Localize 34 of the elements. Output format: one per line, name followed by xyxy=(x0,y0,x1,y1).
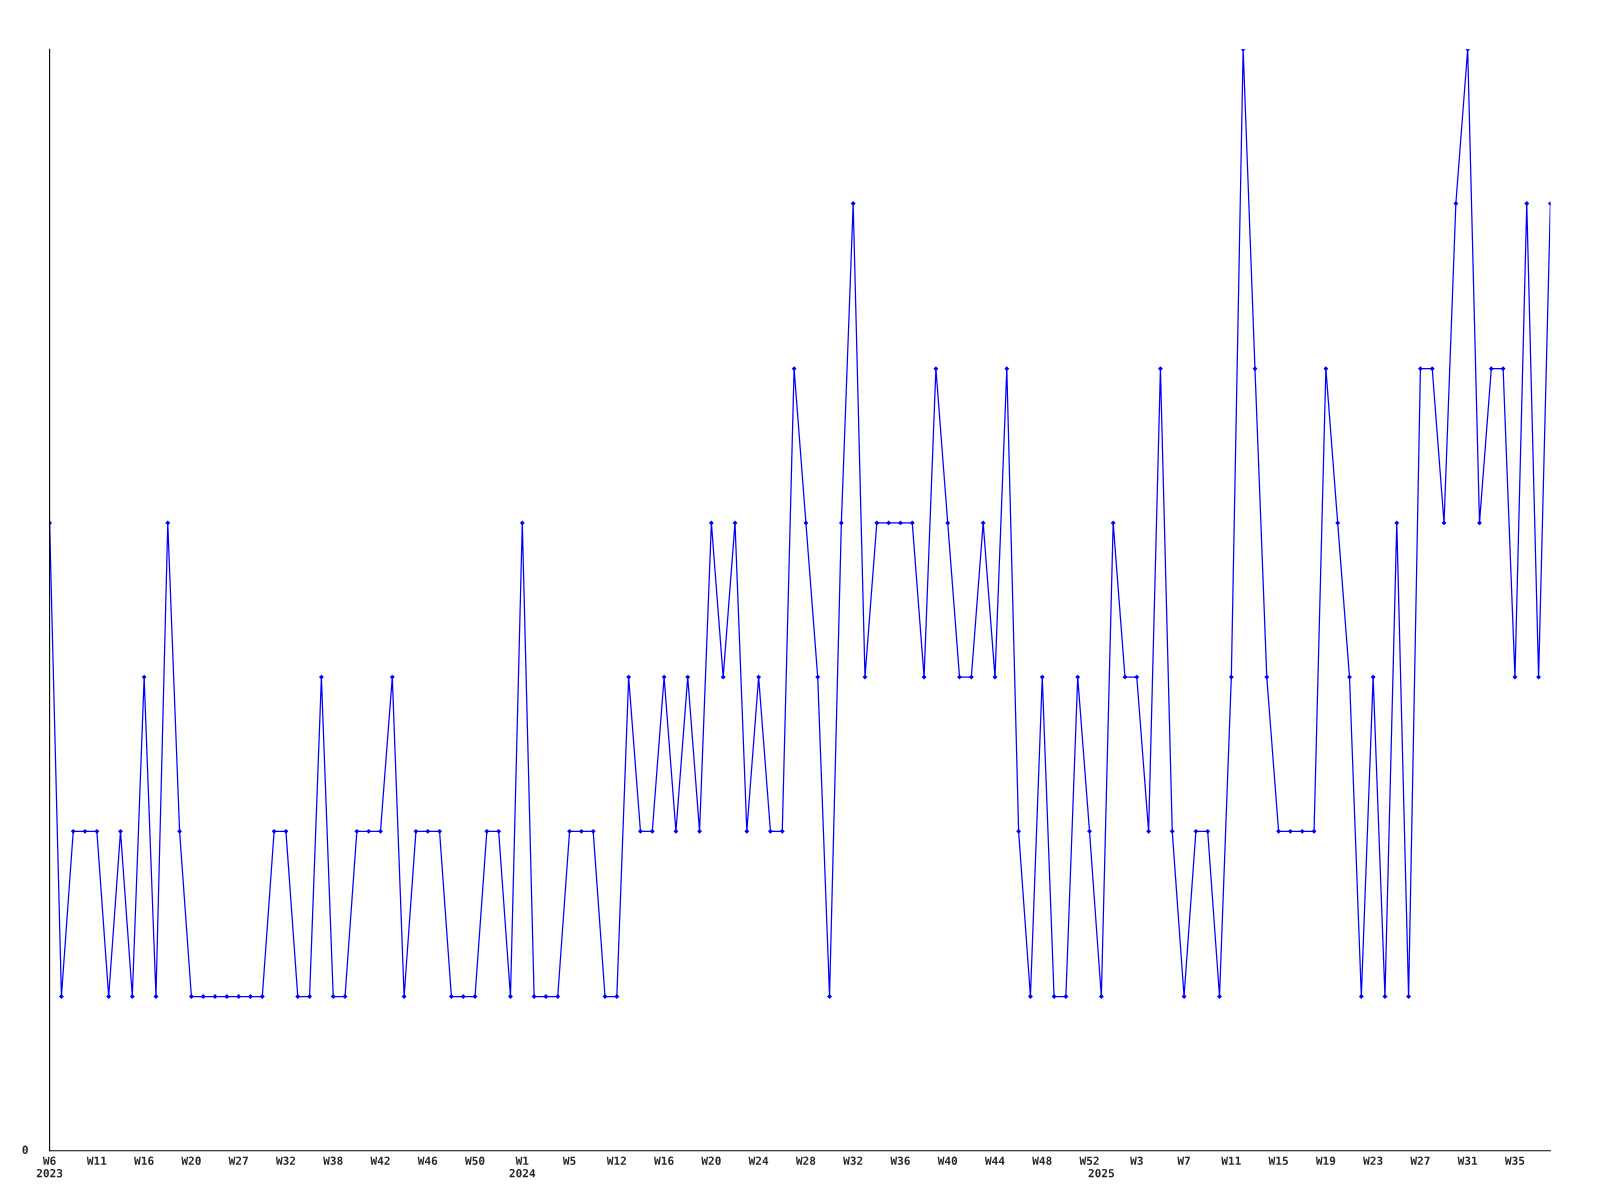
x-tick-label: W11 xyxy=(86,1156,107,1165)
x-tick-label: W31 xyxy=(1457,1156,1478,1165)
x-tick-label: W20 xyxy=(701,1156,721,1165)
x-tick-label: W35 xyxy=(1504,1156,1525,1165)
x-tick-label: W19 xyxy=(1315,1156,1336,1166)
x-tick-label: W27 xyxy=(228,1156,248,1165)
x-tick-label: W15 xyxy=(1268,1156,1288,1165)
x-tick-label: W32 xyxy=(843,1156,863,1165)
x-tick-label: W48 xyxy=(1032,1156,1052,1165)
x-tick-label: W52 xyxy=(1079,1156,1099,1165)
x-tick-label: W27 xyxy=(1410,1156,1430,1165)
x-tick-label: W16 xyxy=(134,1156,154,1165)
x-tick-label: W36 xyxy=(890,1156,910,1165)
x-tick-label: W23 xyxy=(1363,1156,1383,1165)
x-tick-label: W50 xyxy=(464,1156,485,1165)
x-tick-label: W1 2024 xyxy=(509,1156,536,1178)
x-tick-label: W32 xyxy=(275,1156,296,1165)
x-tick-label: W46 xyxy=(417,1156,438,1165)
x-tick-label: W28 xyxy=(795,1156,816,1165)
x-tick-label: W3 xyxy=(1130,1156,1143,1165)
x-tick-label: W24 xyxy=(748,1156,769,1165)
x-tick-label: W16 xyxy=(654,1156,674,1165)
x-tick-label: W7 xyxy=(1177,1156,1190,1165)
x-tick-label: 2025 xyxy=(1088,1168,1114,1178)
x-tick-label: W5 xyxy=(562,1156,576,1165)
text: 0 xyxy=(22,1145,28,1155)
x-tick-label: W44 xyxy=(984,1156,1005,1165)
x-tick-label: W6 2023 xyxy=(36,1156,63,1178)
x-tick-label: W11 xyxy=(1221,1156,1241,1165)
x-tick-label: W40 xyxy=(937,1156,958,1165)
x-tick-label: W20 xyxy=(181,1156,201,1165)
x-tick-label: W42 xyxy=(370,1156,390,1165)
x-tick-label: W38 xyxy=(323,1156,343,1165)
x-tick-label: W12 xyxy=(606,1156,626,1165)
